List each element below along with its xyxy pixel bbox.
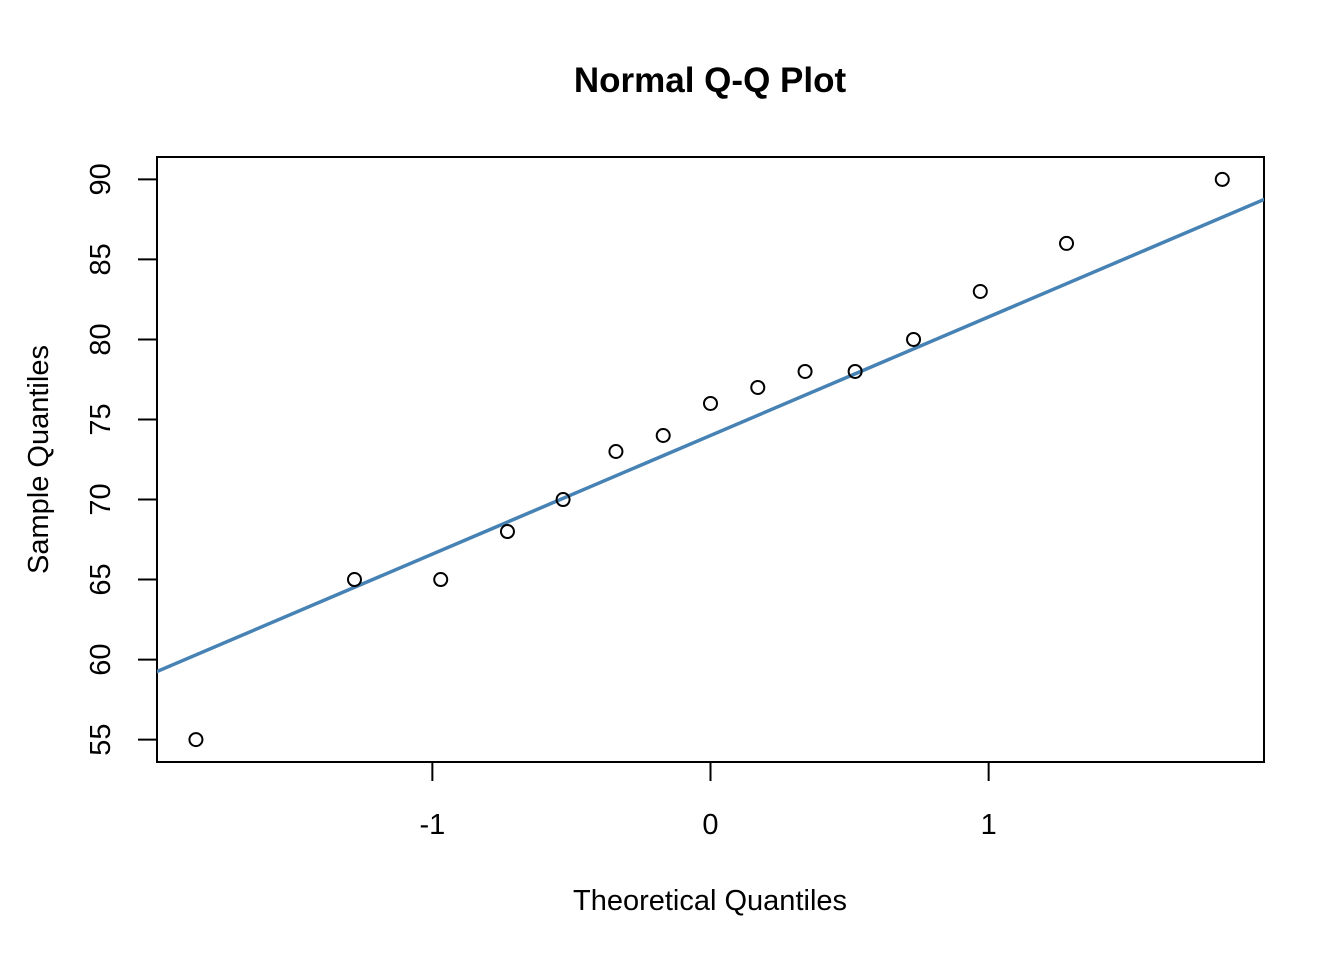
x-axis: -1 0 1	[419, 761, 997, 841]
data-point	[555, 492, 571, 508]
plot-frame	[156, 156, 1265, 763]
y-tick-label: 85	[85, 243, 117, 275]
data-point	[433, 572, 449, 588]
data-point	[188, 732, 204, 748]
x-tick-label: -1	[419, 809, 445, 841]
data-point	[847, 363, 863, 379]
reference-line	[157, 197, 1264, 674]
data-point	[906, 331, 922, 347]
x-tick-label: 1	[981, 809, 997, 841]
data-point	[750, 379, 766, 395]
data-point	[703, 395, 718, 411]
data-point	[797, 363, 813, 379]
y-axis: 55 60 65 70 75 80 85 90	[85, 163, 158, 756]
y-tick-label: 70	[85, 483, 117, 515]
data-point	[499, 524, 515, 540]
data-point	[1214, 171, 1230, 187]
data-point	[972, 283, 988, 299]
y-tick-label: 60	[85, 643, 117, 675]
x-axis-label: Theoretical Quantiles	[573, 885, 847, 917]
data-point	[655, 427, 671, 443]
y-tick-label: 75	[85, 403, 117, 435]
data-point	[346, 572, 362, 588]
x-tick-label: 0	[702, 809, 718, 841]
y-tick-label: 80	[85, 323, 117, 355]
reference-line-layer	[157, 197, 1264, 674]
points-layer	[188, 171, 1230, 748]
y-tick-label: 65	[85, 563, 117, 595]
y-tick-label: 55	[85, 723, 117, 755]
data-point	[1059, 235, 1075, 251]
data-point	[608, 443, 624, 459]
y-tick-label: 90	[85, 163, 117, 195]
chart-title: Normal Q-Q Plot	[574, 61, 847, 100]
y-axis-label: Sample Quantiles	[23, 345, 55, 574]
